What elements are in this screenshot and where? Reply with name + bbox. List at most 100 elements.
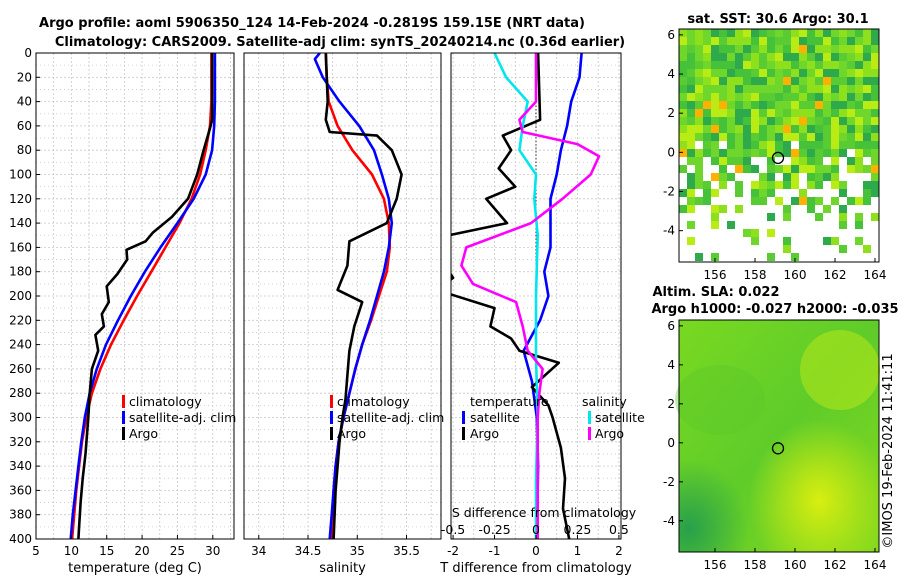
sst-cell: [751, 141, 759, 149]
sst-cell: [679, 141, 687, 149]
sst-cell: [703, 125, 711, 133]
sst-cell: [687, 181, 695, 189]
sst-cell: [823, 93, 831, 101]
y-tick-label: 140: [9, 216, 32, 230]
sst-cell: [775, 61, 783, 69]
sst-cell: [687, 221, 695, 229]
sst-cell: [871, 109, 879, 117]
sst-cell: [719, 149, 727, 157]
sst-cell: [871, 213, 879, 221]
sst-cell: [703, 37, 711, 45]
sst-cell: [783, 149, 791, 157]
sst-cell: [839, 109, 847, 117]
sst-cell: [807, 141, 815, 149]
sst-cell: [759, 69, 767, 77]
sst-cell: [783, 141, 791, 149]
sst-cell: [735, 157, 743, 165]
x-tick-label: -2: [447, 544, 459, 558]
sst-cell: [711, 85, 719, 93]
sst-cell: [839, 221, 847, 229]
sst-cell: [743, 141, 751, 149]
sst-cell: [679, 205, 687, 213]
sst-cell: [823, 53, 831, 61]
sst-cell: [791, 133, 799, 141]
difference-legend: temperature salinity satellite Argo sate…: [462, 394, 645, 441]
sst-cell: [695, 181, 703, 189]
sst-cell: [855, 237, 863, 245]
sst-cell: [847, 53, 855, 61]
sst-cell: [775, 117, 783, 125]
sst-cell: [855, 61, 863, 69]
sst-cell: [687, 237, 695, 245]
sst-cell: [799, 93, 807, 101]
sst-cell: [767, 101, 775, 109]
sst-cell: [711, 173, 719, 181]
y-tick-label: 120: [9, 192, 32, 206]
sst-cell: [751, 189, 759, 197]
sst-cell: [735, 69, 743, 77]
legend-header-temperature: temperature: [470, 394, 549, 409]
sst-cell: [687, 117, 695, 125]
sst-cell: [687, 37, 695, 45]
sst-cell: [783, 29, 791, 37]
s-tick-label: 0.5: [609, 522, 629, 537]
sst-cell: [783, 245, 791, 253]
sst-cell: [831, 93, 839, 101]
sst-cell: [791, 69, 799, 77]
sst-cell: [799, 109, 807, 117]
sst-cell: [863, 133, 871, 141]
sst-cell: [735, 141, 743, 149]
sst-cell: [799, 157, 807, 165]
sst-cell: [695, 173, 703, 181]
sst-cell: [823, 45, 831, 53]
sst-cell: [727, 117, 735, 125]
sst-cell: [847, 141, 855, 149]
sst-cell: [727, 125, 735, 133]
y-tick-label: 0: [24, 46, 32, 60]
sst-cell: [863, 69, 871, 77]
sst-cell: [679, 149, 687, 157]
sst-cell: [823, 77, 831, 85]
sst-cell: [815, 117, 823, 125]
sst-cell: [687, 45, 695, 53]
sst-cell: [823, 125, 831, 133]
sst-cell: [719, 117, 727, 125]
sst-cell: [719, 85, 727, 93]
sst-cell: [703, 189, 711, 197]
sst-cell: [719, 37, 727, 45]
sst-cell: [743, 53, 751, 61]
sst-cell: [767, 125, 775, 133]
series-line-t-argo: [451, 53, 571, 539]
sst-cell: [743, 165, 751, 173]
sst-cell: [743, 61, 751, 69]
difference-panel: -2 -1 0 1 2 T difference from climatology: [439, 52, 632, 576]
x-axis-label: salinity: [319, 561, 366, 576]
map-x-tick-label: 158: [744, 558, 767, 572]
sst-cell: [751, 29, 759, 37]
sst-cell: [831, 29, 839, 37]
sst-cell: [711, 29, 719, 37]
sst-cell: [751, 125, 759, 133]
sst-cell: [807, 149, 815, 157]
sst-cell: [823, 149, 831, 157]
sst-cell: [687, 53, 695, 61]
sst-cell: [719, 61, 727, 69]
sst-cell: [695, 133, 703, 141]
map-y-tick-label: -2: [663, 185, 675, 199]
sst-cell: [727, 77, 735, 85]
axes-frame: [243, 52, 442, 540]
sst-cell: [831, 85, 839, 93]
y-tick-label: 200: [9, 289, 32, 303]
sst-cell: [855, 45, 863, 53]
sst-cell: [687, 173, 695, 181]
sst-cell: [735, 109, 743, 117]
sst-cell: [871, 133, 879, 141]
sst-cell: [759, 181, 767, 189]
sst-cell: [735, 45, 743, 53]
sst-cell: [791, 165, 799, 173]
map-y-tick-label: 2: [667, 106, 675, 120]
sst-cell: [855, 133, 863, 141]
series-group: [313, 53, 403, 539]
sst-cell: [775, 181, 783, 189]
sst-cell: [839, 69, 847, 77]
